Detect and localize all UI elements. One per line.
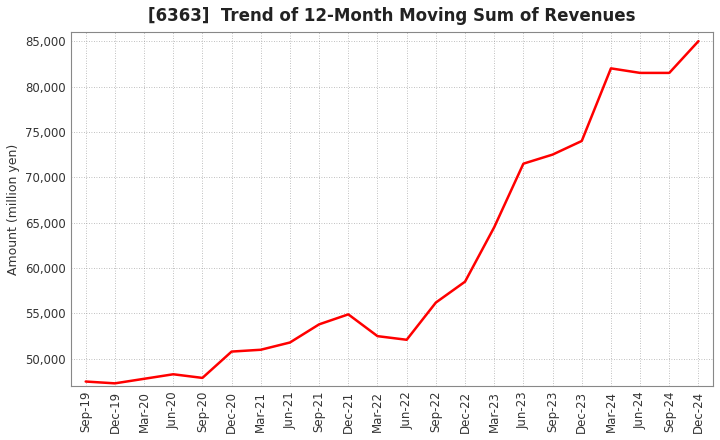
Title: [6363]  Trend of 12-Month Moving Sum of Revenues: [6363] Trend of 12-Month Moving Sum of R…: [148, 7, 636, 25]
Y-axis label: Amount (million yen): Amount (million yen): [7, 143, 20, 275]
